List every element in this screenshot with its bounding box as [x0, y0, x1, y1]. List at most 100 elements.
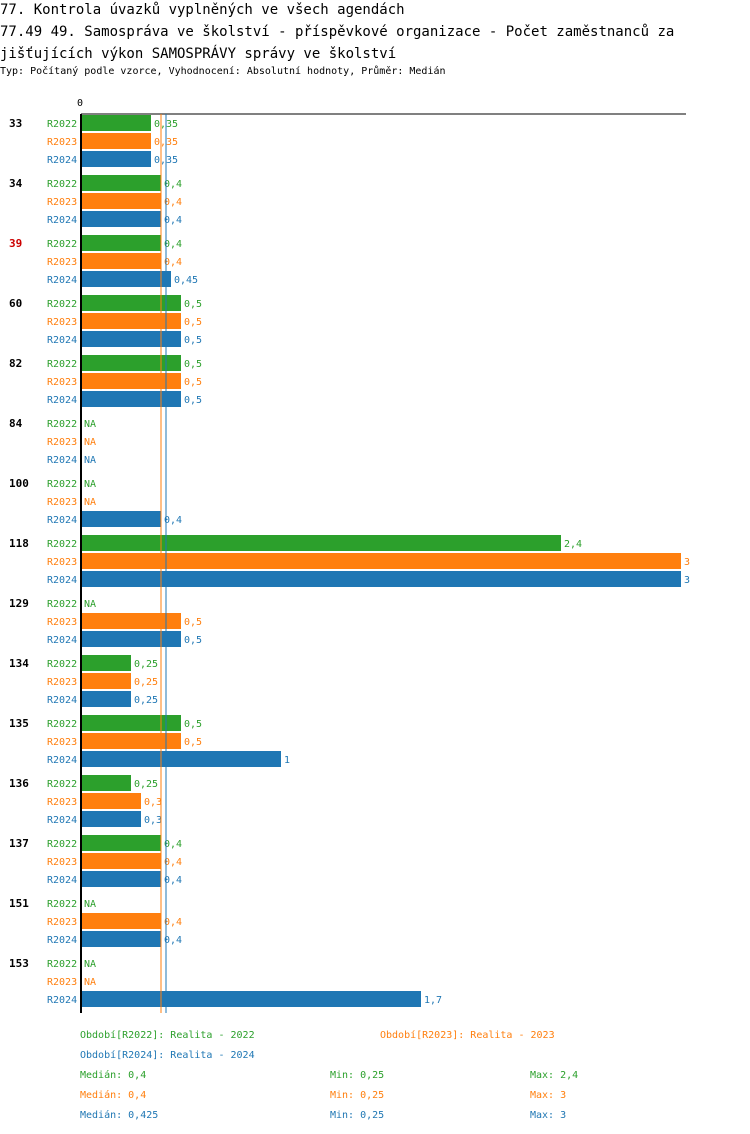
- series-label-151-R2022: R2022: [47, 899, 77, 910]
- legend-r2022: Období[R2022]: Realita - 2022: [80, 1030, 255, 1041]
- value-label-118-R2023: 3: [684, 557, 690, 568]
- series-label-100-R2022: R2022: [47, 479, 77, 490]
- series-label-84-R2024: R2024: [47, 455, 77, 466]
- category-label-151: 151: [9, 897, 29, 910]
- stat-min-r2024: Min: 0,25: [330, 1110, 385, 1121]
- value-label-134-R2022: 0,25: [134, 659, 158, 670]
- legend-r2024: Období[R2024]: Realita - 2024: [80, 1050, 255, 1061]
- bar-134-R2023: [81, 673, 131, 689]
- bar-136-R2024: [81, 811, 141, 827]
- bar-34-R2024: [81, 211, 161, 227]
- category-label-100: 100: [9, 477, 29, 490]
- value-label-39-R2023: 0,4: [164, 257, 182, 268]
- series-label-137-R2022: R2022: [47, 839, 77, 850]
- stat-median-r2022: Medián: 0,4: [80, 1070, 147, 1081]
- value-label-137-R2024: 0,4: [164, 875, 182, 886]
- category-label-39: 39: [9, 237, 22, 250]
- series-label-84-R2023: R2023: [47, 437, 77, 448]
- series-label-137-R2023: R2023: [47, 857, 77, 868]
- series-label-84-R2022: R2022: [47, 419, 77, 430]
- value-label-84-R2024: NA: [84, 455, 96, 466]
- value-label-82-R2024: 0,5: [184, 395, 202, 406]
- category-label-137: 137: [9, 837, 29, 850]
- series-label-60-R2024: R2024: [47, 335, 77, 346]
- legend-r2023: Období[R2023]: Realita - 2023: [380, 1030, 555, 1041]
- bar-137-R2022: [81, 835, 161, 851]
- series-label-118-R2024: R2024: [47, 575, 77, 586]
- value-label-151-R2022: NA: [84, 899, 96, 910]
- series-label-39-R2022: R2022: [47, 239, 77, 250]
- chart-subtitle: Typ: Počítaný podle vzorce, Vyhodnocení:…: [0, 66, 446, 77]
- series-label-60-R2023: R2023: [47, 317, 77, 328]
- series-label-100-R2024: R2024: [47, 515, 77, 526]
- bar-129-R2023: [81, 613, 181, 629]
- value-label-134-R2024: 0,25: [134, 695, 158, 706]
- value-label-153-R2023: NA: [84, 977, 96, 988]
- category-label-60: 60: [9, 297, 22, 310]
- bar-60-R2022: [81, 295, 181, 311]
- series-label-33-R2023: R2023: [47, 137, 77, 148]
- series-label-134-R2024: R2024: [47, 695, 77, 706]
- value-label-129-R2023: 0,5: [184, 617, 202, 628]
- value-label-137-R2023: 0,4: [164, 857, 182, 868]
- bar-151-R2024: [81, 931, 161, 947]
- bar-39-R2022: [81, 235, 161, 251]
- bar-135-R2022: [81, 715, 181, 731]
- category-label-129: 129: [9, 597, 29, 610]
- chart-title-line-3: jišťujících výkon SAMOSPRÁVY správy ve š…: [0, 46, 397, 62]
- series-label-129-R2023: R2023: [47, 617, 77, 628]
- bar-100-R2024: [81, 511, 161, 527]
- series-label-100-R2023: R2023: [47, 497, 77, 508]
- stat-min-r2022: Min: 0,25: [330, 1070, 385, 1081]
- series-label-34-R2023: R2023: [47, 197, 77, 208]
- category-label-82: 82: [9, 357, 22, 370]
- value-label-134-R2023: 0,25: [134, 677, 158, 688]
- value-label-60-R2023: 0,5: [184, 317, 202, 328]
- value-label-34-R2024: 0,4: [164, 215, 182, 226]
- x-tick-label-zero: 0: [77, 98, 83, 109]
- series-label-135-R2023: R2023: [47, 737, 77, 748]
- value-label-39-R2024: 0,45: [174, 275, 198, 286]
- bar-39-R2023: [81, 253, 161, 269]
- series-label-39-R2024: R2024: [47, 275, 77, 286]
- series-label-118-R2023: R2023: [47, 557, 77, 568]
- stat-median-r2024: Medián: 0,425: [80, 1110, 159, 1121]
- value-label-118-R2024: 3: [684, 575, 690, 586]
- bar-136-R2023: [81, 793, 141, 809]
- value-label-118-R2022: 2,4: [564, 539, 582, 550]
- bar-118-R2024: [81, 571, 681, 587]
- series-label-82-R2022: R2022: [47, 359, 77, 370]
- value-label-100-R2024: 0,4: [164, 515, 182, 526]
- bar-118-R2022: [81, 535, 561, 551]
- value-label-135-R2024: 1: [284, 755, 290, 766]
- series-label-151-R2023: R2023: [47, 917, 77, 928]
- bar-60-R2024: [81, 331, 181, 347]
- value-label-137-R2022: 0,4: [164, 839, 182, 850]
- series-label-39-R2023: R2023: [47, 257, 77, 268]
- series-label-137-R2024: R2024: [47, 875, 77, 886]
- value-label-151-R2024: 0,4: [164, 935, 182, 946]
- series-label-153-R2024: R2024: [47, 995, 77, 1006]
- value-label-60-R2022: 0,5: [184, 299, 202, 310]
- value-label-82-R2022: 0,5: [184, 359, 202, 370]
- bar-129-R2024: [81, 631, 181, 647]
- series-label-118-R2022: R2022: [47, 539, 77, 550]
- bar-134-R2022: [81, 655, 131, 671]
- bar-34-R2023: [81, 193, 161, 209]
- bar-82-R2022: [81, 355, 181, 371]
- series-label-153-R2023: R2023: [47, 977, 77, 988]
- series-label-135-R2022: R2022: [47, 719, 77, 730]
- series-label-136-R2023: R2023: [47, 797, 77, 808]
- bar-60-R2023: [81, 313, 181, 329]
- value-label-39-R2022: 0,4: [164, 239, 182, 250]
- value-label-153-R2024: 1,7: [424, 995, 442, 1006]
- bar-39-R2024: [81, 271, 171, 287]
- series-label-129-R2024: R2024: [47, 635, 77, 646]
- chart-title-line-1: 77. Kontrola úvazků vyplněných ve všech …: [0, 2, 405, 18]
- stat-max-r2022: Max: 2,4: [530, 1070, 579, 1081]
- bar-137-R2024: [81, 871, 161, 887]
- category-label-136: 136: [9, 777, 29, 790]
- series-label-136-R2024: R2024: [47, 815, 77, 826]
- stat-median-r2023: Medián: 0,4: [80, 1090, 147, 1101]
